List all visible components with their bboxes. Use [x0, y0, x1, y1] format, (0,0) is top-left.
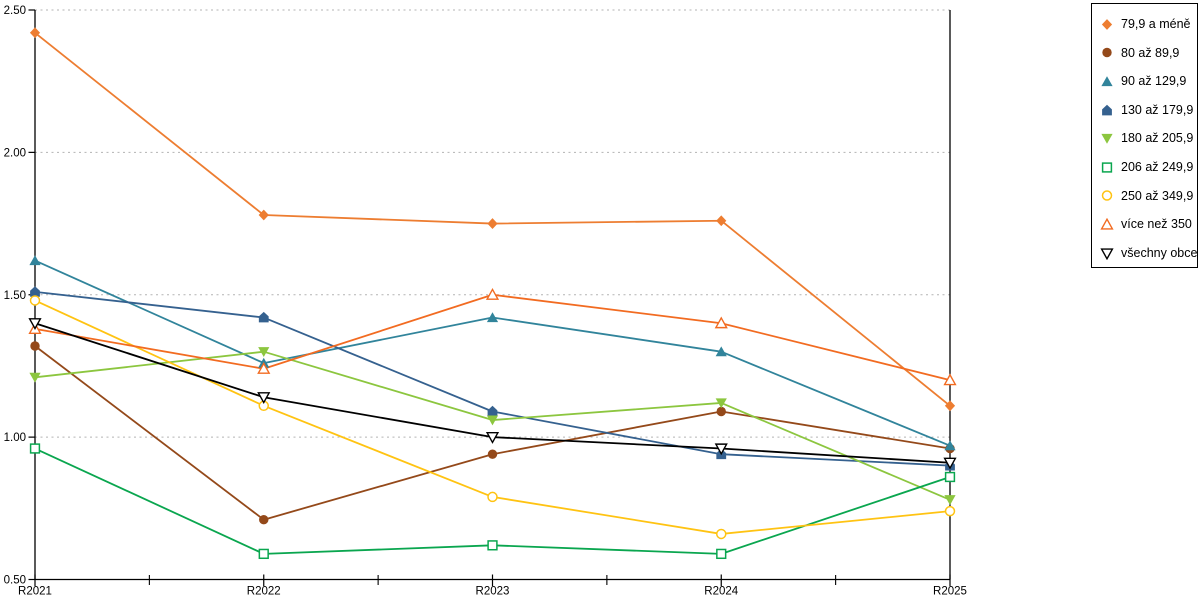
triangle-down-open-icon — [28, 318, 42, 330]
legend-label: všechny obce — [1121, 245, 1198, 260]
circle-filled-icon — [716, 406, 726, 417]
legend-label: 130 až 179,9 — [1121, 102, 1194, 117]
circle-open-icon — [1101, 190, 1113, 202]
triangle-up-filled-icon — [1101, 76, 1113, 87]
triangle-down-open-icon — [485, 432, 500, 444]
triangle-up-filled-icon — [715, 346, 727, 357]
triangle-down-filled-icon — [1101, 134, 1113, 144]
pentagon-filled-icon — [258, 311, 269, 323]
x-tick-label: R2024 — [704, 586, 738, 598]
legend-label: více než 350 — [1121, 217, 1192, 232]
legend-label: 80 až 89,9 — [1121, 45, 1180, 60]
circle-open-icon — [944, 505, 956, 517]
pentagon-filled-icon — [30, 286, 40, 297]
triangle-down-open-icon — [1100, 247, 1114, 260]
pentagon-filled-icon — [1102, 104, 1112, 115]
diamond-filled-icon — [944, 400, 956, 412]
square-open-icon — [1101, 162, 1113, 173]
legend-item: 130 až 179,9 — [1100, 96, 1197, 125]
square-open-icon — [29, 443, 41, 454]
legend-item: 250 až 349,9 — [1100, 182, 1197, 211]
y-tick-label: 1.50 — [4, 290, 26, 302]
legend-item: 206 až 249,9 — [1100, 153, 1197, 182]
square-open-icon — [258, 548, 269, 560]
triangle-up-filled-icon — [486, 312, 499, 323]
triangle-up-open-icon — [485, 288, 500, 300]
legend-label: 79,9 a méně — [1121, 17, 1191, 32]
triangle-down-open-icon — [257, 392, 271, 404]
diamond-filled-icon — [1101, 18, 1113, 30]
legend-item: 180 až 205,9 — [1100, 124, 1197, 153]
triangle-up-open-icon — [714, 316, 728, 329]
triangle-down-filled-icon — [258, 347, 270, 357]
legend-item: 80 až 89,9 — [1100, 39, 1197, 68]
legend-item: všechny obce — [1100, 239, 1197, 268]
circle-filled-icon — [259, 515, 269, 525]
x-tick-label: R2025 — [933, 586, 967, 598]
triangle-up-filled-icon — [1101, 76, 1113, 87]
legend-label: 250 až 349,9 — [1121, 188, 1194, 203]
triangle-up-open-icon — [943, 373, 957, 386]
legend-label: 90 až 129,9 — [1121, 74, 1187, 89]
square-open-icon — [944, 471, 956, 483]
diamond-filled-icon — [29, 27, 41, 39]
square-open-icon — [1101, 162, 1113, 173]
legend-item: 90 až 129,9 — [1100, 67, 1197, 96]
triangle-up-filled-icon — [29, 255, 41, 266]
circle-filled-icon — [487, 449, 498, 459]
y-tick-label: 2.00 — [4, 147, 26, 159]
circle-open-icon — [1101, 190, 1113, 202]
y-tick-label: 2.50 — [4, 5, 26, 17]
circle-open-icon — [716, 528, 727, 540]
legend-label: 206 až 249,9 — [1121, 160, 1194, 175]
triangle-down-open-icon — [943, 457, 957, 470]
triangle-up-open-icon — [257, 362, 271, 374]
diamond-filled-icon — [487, 218, 498, 229]
legend-item: více než 350 — [1100, 210, 1197, 239]
x-tick-label: R2022 — [247, 586, 281, 598]
legend-label: 180 až 205,9 — [1121, 131, 1194, 146]
triangle-down-filled-icon — [944, 495, 956, 506]
square-open-icon — [716, 548, 727, 560]
circle-open-icon — [29, 295, 41, 306]
x-tick-label: R2021 — [18, 586, 52, 598]
triangle-down-filled-icon — [486, 415, 499, 426]
legend-item: 79,9 a méně — [1100, 10, 1197, 39]
triangle-down-open-icon — [714, 443, 728, 456]
triangle-down-filled-icon — [715, 398, 727, 409]
diamond-filled-icon — [1101, 18, 1113, 30]
x-tick-label: R2023 — [476, 586, 510, 598]
triangle-down-filled-icon — [29, 372, 41, 383]
triangle-up-open-icon — [1100, 217, 1114, 230]
y-tick-label: 0.50 — [4, 575, 26, 587]
triangle-down-filled-icon — [1101, 134, 1113, 144]
y-tick-label: 1.00 — [4, 432, 26, 444]
legend: 79,9 a méně 80 až 89,9 90 až 129,9 130 a… — [1091, 3, 1198, 268]
triangle-up-open-icon — [1100, 217, 1114, 230]
square-open-icon — [487, 540, 498, 551]
pentagon-filled-icon — [487, 405, 498, 417]
circle-filled-icon — [30, 341, 40, 351]
diamond-filled-icon — [258, 209, 269, 221]
circle-filled-icon — [1102, 48, 1112, 58]
pentagon-filled-icon — [1102, 104, 1112, 115]
circle-filled-icon — [1102, 48, 1112, 58]
diamond-filled-icon — [716, 215, 727, 227]
triangle-up-filled-icon — [944, 440, 956, 451]
circle-open-icon — [487, 491, 498, 503]
triangle-down-open-icon — [1100, 247, 1114, 260]
